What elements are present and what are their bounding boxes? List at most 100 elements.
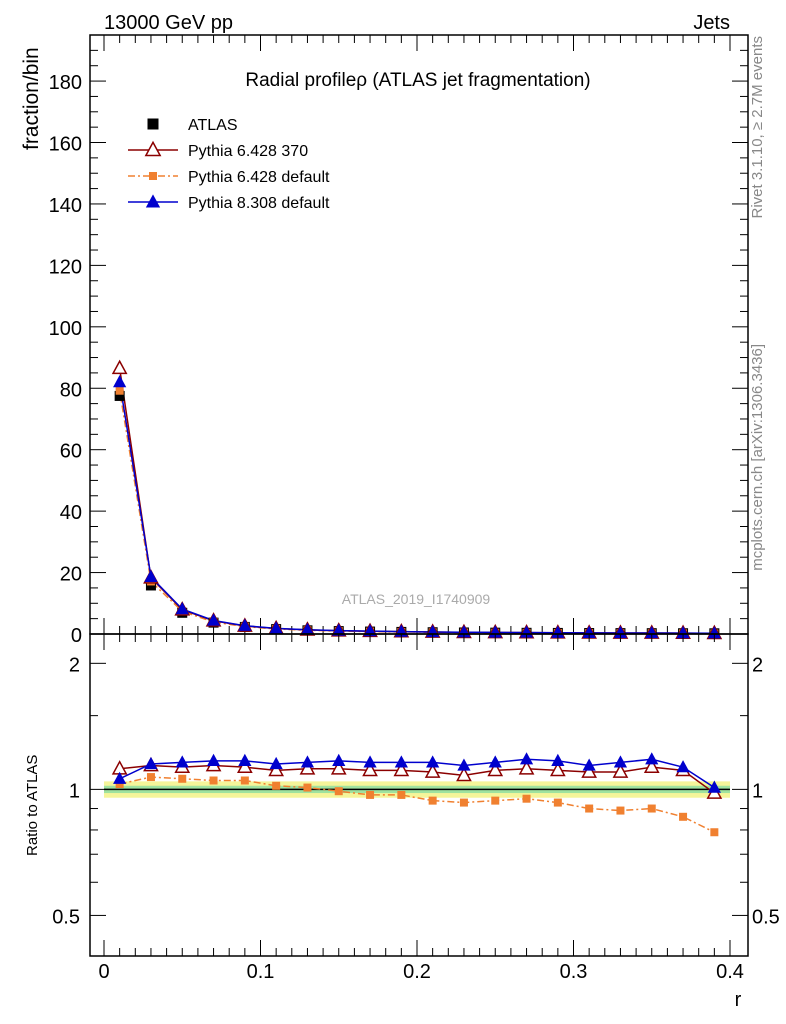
ratio-point-pythia-6-428-default (647, 804, 656, 813)
process-label: Jets (693, 12, 730, 34)
ratio-point-pythia-8-308-default (113, 771, 127, 784)
main-axis-ticks: 0 20 40 60 80 100 120 140 160 180 (49, 34, 748, 647)
legend: ATLAS Pythia 6.428 370 Pythia 6.428 defaul… (128, 117, 330, 212)
main-y-tick-label: 20 (60, 564, 82, 586)
ratio-plot-frame (89, 633, 749, 957)
ratio-point-pythia-8-308-default (457, 758, 471, 771)
main-point-pythia-6-428-default (115, 386, 124, 395)
ratio-y-tick-label: 0.5 (52, 906, 80, 928)
ratio-point-pythia-6-428-default (491, 796, 500, 805)
ratio-point-pythia-6-428-370 (487, 761, 504, 777)
main-point-pythia-8-308-default (582, 625, 596, 638)
analysis-id-label: ATLAS_2019_I1740909 (342, 591, 491, 607)
ratio-point-pythia-6-428-default (522, 794, 531, 803)
main-y-tick-label: 40 (60, 502, 82, 524)
ratio-series-line-pythia-8-308-default (119, 758, 715, 789)
x-axis-label: r (735, 989, 742, 1011)
ratio-point-pythia-8-308-default (175, 755, 189, 768)
ratio-point-pythia-6-428-default (366, 790, 375, 799)
main-y-tick-label: 160 (49, 134, 82, 156)
ratio-point-pythia-8-308-default (394, 755, 408, 768)
ratio-point-pythia-6-428-370 (643, 758, 660, 774)
ratio-point-pythia-6-428-370 (424, 763, 441, 778)
ratio-point-pythia-6-428-370 (268, 761, 285, 777)
x-tick-label: 0 (98, 961, 109, 983)
legend-marker-pythia-8-308-default (145, 194, 161, 208)
ratio-point-pythia-8-308-default (332, 753, 346, 766)
ratio-point-pythia-6-428-370 (549, 761, 566, 777)
main-y-tick-label: 0 (71, 625, 82, 647)
ratio-point-pythia-6-428-370 (330, 760, 347, 775)
main-point-pythia-8-308-default (613, 625, 628, 639)
main-title: Radial profileρ (ATLAS jet fragmentation… (245, 70, 590, 91)
main-point-pythia-8-308-default (300, 622, 315, 635)
legend-marker-atlas (147, 118, 159, 130)
main-point-atlas (114, 390, 125, 401)
ratio-point-pythia-6-428-default (459, 798, 468, 807)
ratio-point-pythia-6-428-default (272, 781, 281, 790)
ratio-point-pythia-6-428-default (115, 779, 124, 788)
ratio-series-line-pythia-6-428-default (119, 776, 715, 833)
ratio-y-tick-label: 1 (69, 780, 80, 802)
ratio-point-pythia-8-308-default (613, 755, 628, 768)
main-point-pythia-8-308-default (175, 602, 189, 615)
ratio-point-pythia-8-308-default (676, 760, 690, 773)
main-point-pythia-8-308-default (144, 569, 158, 582)
ratio-point-pythia-8-308-default (363, 755, 377, 768)
main-point-pythia-8-308-default (645, 625, 659, 639)
ratio-point-pythia-6-428-default (710, 828, 719, 837)
ratio-point-pythia-8-308-default (300, 755, 315, 768)
main-y-tick-label: 60 (60, 441, 82, 463)
ratio-point-pythia-8-308-default (269, 756, 283, 770)
x-tick-label: 0.3 (560, 961, 588, 983)
ratio-point-pythia-8-308-default (488, 755, 502, 768)
main-point-pythia-8-308-default (238, 618, 252, 631)
energy-label: 13000 GeV pp (104, 12, 233, 34)
ratio-uncertainty-band (104, 781, 730, 798)
ratio-y-axis-label: Ratio to ATLAS (24, 755, 41, 856)
main-y-tick-label: 140 (49, 195, 82, 217)
ratio-point-pythia-8-308-default (645, 752, 659, 765)
ratio-point-pythia-8-308-default (707, 780, 721, 793)
x-tick-label: 0.4 (716, 961, 744, 983)
ratio-point-pythia-8-308-default (519, 752, 534, 765)
ratio-point-pythia-6-428-370 (612, 763, 629, 778)
ratio-y-tick-label-right: 0.5 (752, 906, 780, 928)
ratio-point-pythia-6-428-370 (236, 758, 253, 774)
legend-label-pythia-6-428-370: Pythia 6.428 370 (188, 143, 308, 160)
ratio-y-tick-label: 2 (69, 654, 80, 676)
main-point-pythia-8-308-default (363, 624, 377, 637)
main-point-pythia-8-308-default (269, 621, 283, 634)
ratio-point-pythia-6-428-370 (393, 761, 410, 777)
main-point-pythia-8-308-default (332, 623, 346, 636)
ratio-point-pythia-6-428-default (616, 806, 625, 815)
ratio-point-pythia-8-308-default (206, 753, 221, 766)
legend-marker-pythia-6-428-370 (144, 140, 162, 157)
ratio-point-pythia-6-428-370 (456, 766, 472, 782)
main-y-tick-label: 80 (60, 379, 82, 401)
legend-label-atlas: ATLAS (188, 117, 238, 134)
main-point-pythia-8-308-default (676, 626, 690, 639)
ratio-point-pythia-6-428-default (397, 790, 406, 799)
legend-marker-pythia-6-428-default (149, 172, 157, 180)
ratio-point-pythia-6-428-default (428, 796, 437, 805)
ratio-plot: Ratio to ATLAS r 0.5 0.5 1 1 2 2 0 0.1 0.2 0.3 0.4 (24, 633, 780, 1011)
ratio-point-pythia-6-428-default (585, 804, 594, 813)
ratio-point-pythia-8-308-default (238, 753, 252, 766)
main-point-pythia-8-308-default (707, 626, 721, 639)
ratio-point-pythia-6-428-370 (362, 761, 378, 777)
main-point-pythia-6-428-370 (111, 359, 128, 375)
ratio-point-pythia-8-308-default (551, 753, 565, 766)
rivet-label: Rivet 3.1.10, ≥ 2.7M events (749, 36, 766, 219)
legend-label-pythia-6-428-default: Pythia 6.428 default (188, 169, 330, 186)
main-series-line-pythia-8-308-default (118, 381, 715, 635)
mcplots-label: mcplots.cern.ch [arXiv:1306.3436] (749, 344, 766, 571)
ratio-point-pythia-8-308-default (426, 755, 440, 768)
x-tick-label: 0.2 (403, 961, 431, 983)
ratio-point-pythia-6-428-default (334, 787, 343, 796)
ratio-point-pythia-6-428-default (553, 798, 562, 807)
ratio-y-tick-label-right: 1 (752, 780, 763, 802)
main-point-pythia-8-308-default (113, 375, 127, 388)
